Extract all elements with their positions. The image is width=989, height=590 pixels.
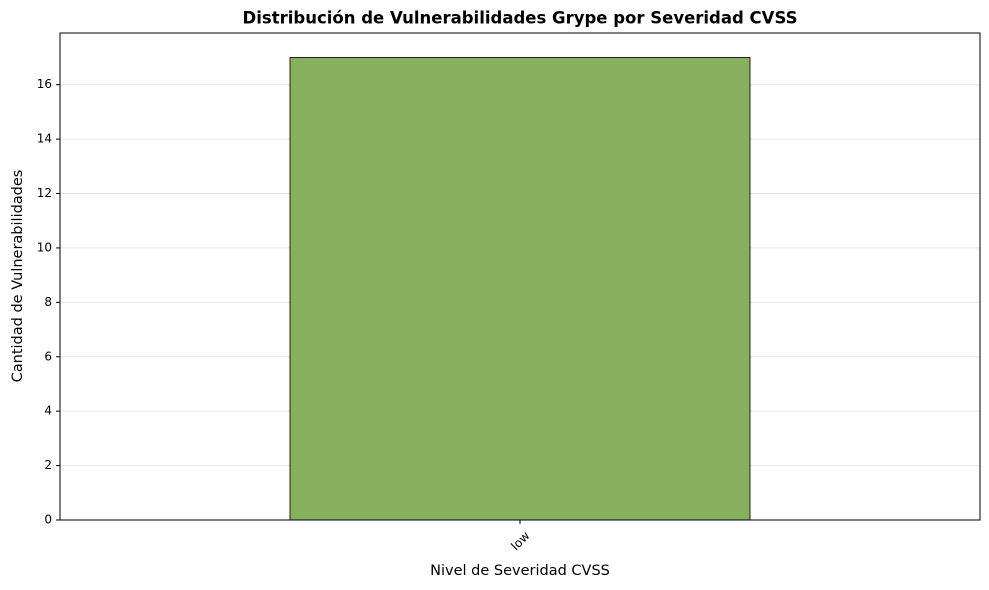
- chart-title: Distribución de Vulnerabilidades Grype p…: [243, 9, 798, 28]
- y-tick-label: 12: [37, 186, 52, 200]
- y-tick-label: 2: [44, 458, 52, 472]
- x-tick-label: low: [508, 529, 533, 554]
- y-tick-label: 4: [44, 404, 52, 418]
- y-tick-label: 0: [44, 513, 52, 527]
- y-tick-label: 16: [37, 77, 52, 91]
- x-axis-label: Nivel de Severidad CVSS: [430, 563, 610, 579]
- bar: [289, 56, 751, 521]
- y-axis-label: Cantidad de Vulnerabilidades: [10, 170, 26, 383]
- y-tick-label: 10: [37, 240, 52, 254]
- y-tick-label: 6: [44, 349, 52, 363]
- plot-frame: [59, 32, 981, 521]
- y-tick-label: 14: [37, 132, 52, 146]
- y-tick-label: 8: [44, 295, 52, 309]
